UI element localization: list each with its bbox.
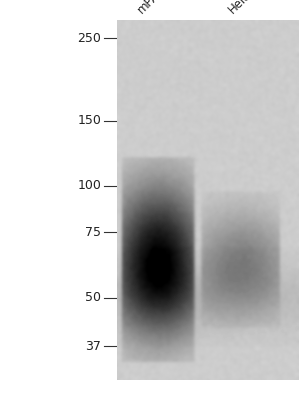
Text: Hela: Hela [226, 0, 254, 16]
Text: 37: 37 [85, 340, 101, 353]
Text: 100: 100 [77, 180, 101, 192]
Text: 150: 150 [77, 114, 101, 127]
Text: 75: 75 [85, 226, 101, 239]
Text: 50: 50 [85, 291, 101, 304]
Text: mPARP-2: mPARP-2 [135, 0, 181, 16]
Text: 250: 250 [77, 32, 101, 45]
